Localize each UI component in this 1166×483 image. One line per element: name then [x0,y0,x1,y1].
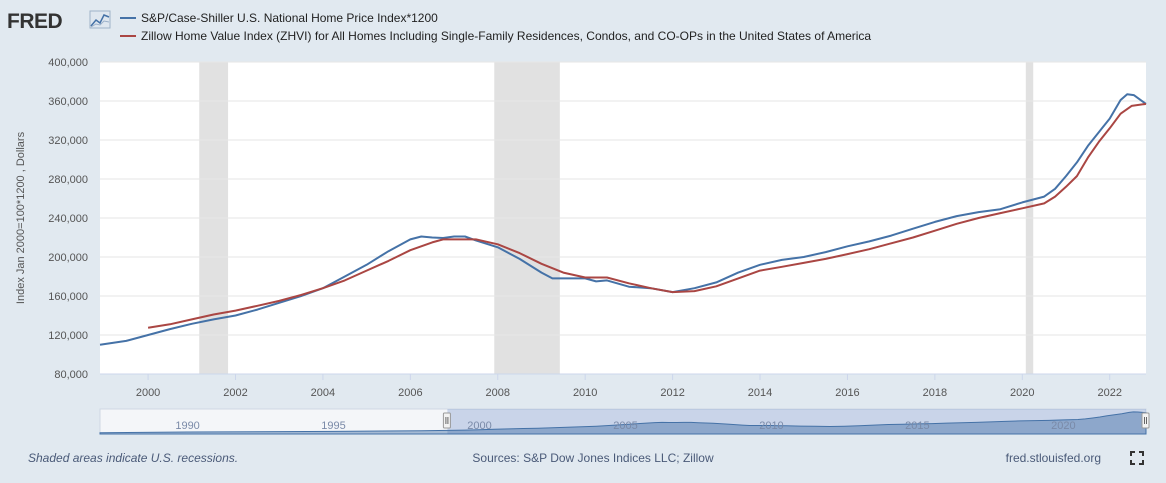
legend-item-series-1[interactable]: S&P/Case-Shiller U.S. National Home Pric… [120,11,438,25]
navigator-year-label: 2005 [613,420,637,432]
site-link[interactable]: fred.stlouisfed.org [1006,451,1101,465]
navigator-selection[interactable] [447,409,1146,434]
navigator-series [99,409,1147,435]
navigator-handle-right[interactable] [1141,412,1150,429]
navigator-year-label: 2000 [467,420,491,432]
y-tick-label: 280,000 [48,174,88,186]
x-tick-label: 2016 [835,387,859,399]
x-tick-label: 2018 [923,387,947,399]
navigator-year-labels: 1990 1995 2000 2005 2010 2015 2020 [175,420,1075,432]
fullscreen-icon[interactable] [1130,451,1144,465]
navigator-handles[interactable] [442,412,1150,429]
fred-logo-chart-icon [89,10,111,29]
x-tick-label: 2014 [748,387,772,399]
sources-text: Sources: S&P Dow Jones Indices LLC; Zill… [472,451,714,465]
y-axis-label: Index Jan 2000=100*1200 , Dollars [15,131,27,304]
navigator-year-label: 1995 [321,420,345,432]
navigator-handle-left[interactable] [442,412,451,429]
y-tick-label: 240,000 [48,213,88,225]
range-navigator[interactable]: 1990 1995 2000 2005 2010 2015 2020 [99,408,1150,435]
navigator-area [99,411,1147,435]
y-tick-label: 320,000 [48,135,88,147]
y-tick-label: 400,000 [48,57,88,69]
series-lines [99,93,1147,346]
y-tick-label: 80,000 [54,369,88,381]
series-line-2[interactable] [147,102,1147,329]
legend-label-series-2: Zillow Home Value Index (ZHVI) for All H… [141,29,871,43]
x-axis: 2000 2002 2004 2006 2008 2010 2012 2014 2016 2018… [100,373,1146,399]
fred-logo[interactable]: FRED [7,10,111,33]
y-tick-label: 200,000 [48,252,88,264]
x-tick-label: 2008 [486,387,510,399]
x-tick-label: 2020 [1010,387,1034,399]
navigator-track [99,408,1147,435]
x-tick-label: 2004 [311,387,335,399]
fred-logo-text: FRED [7,10,63,33]
y-axis: 80,000 120,000 160,000 200,000 240,000 280,00… [48,57,88,381]
y-tick-label: 360,000 [48,96,88,108]
legend-label-series-1: S&P/Case-Shiller U.S. National Home Pric… [141,11,438,25]
legend: S&P/Case-Shiller U.S. National Home Pric… [120,11,871,43]
navigator-year-label: 2010 [759,420,783,432]
y-tick-label: 160,000 [48,291,88,303]
x-tick-label: 2006 [398,387,422,399]
x-tick-label: 2000 [136,387,160,399]
navigator-year-label: 2015 [905,420,929,432]
x-tick-label: 2010 [573,387,597,399]
recession-note: Shaded areas indicate U.S. recessions. [28,451,238,465]
x-tick-label: 2012 [660,387,684,399]
legend-item-series-2[interactable]: Zillow Home Value Index (ZHVI) for All H… [120,29,871,43]
y-tick-label: 120,000 [48,330,88,342]
x-tick-label: 2022 [1097,387,1121,399]
x-tick-label: 2002 [223,387,247,399]
navigator-year-label: 2020 [1051,420,1075,432]
navigator-year-label: 1990 [175,420,199,432]
